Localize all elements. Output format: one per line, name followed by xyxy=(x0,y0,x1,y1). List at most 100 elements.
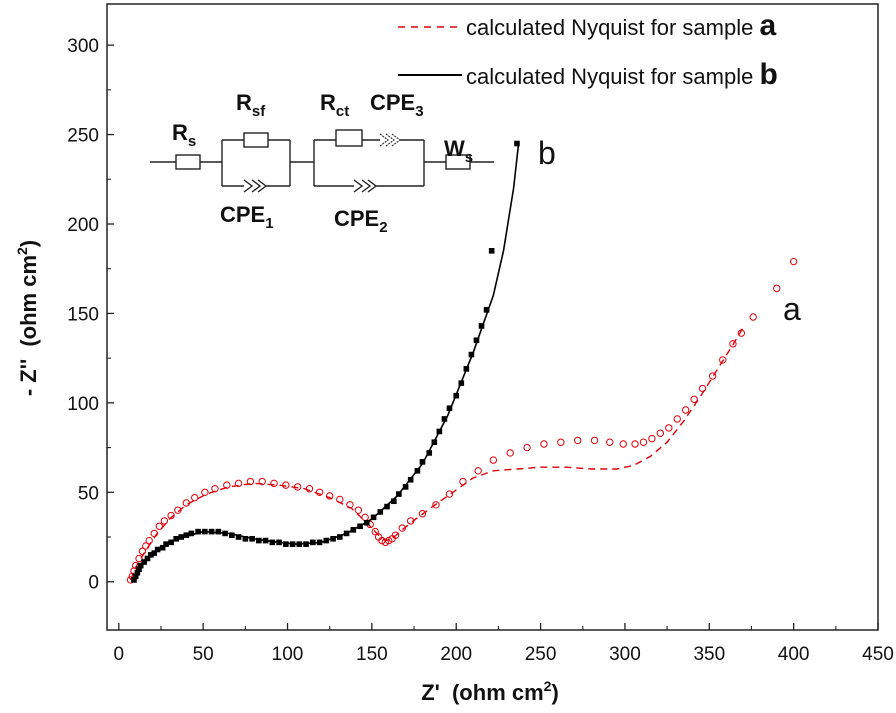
series-b-point xyxy=(414,468,421,474)
series-b-point xyxy=(514,140,520,147)
series-b-point xyxy=(473,337,480,344)
series-b-point xyxy=(453,392,460,399)
x-tick-label: 0 xyxy=(114,644,125,665)
cpe3-label: CPE3 xyxy=(370,90,424,120)
series-a-point xyxy=(590,436,599,445)
series-a-point xyxy=(648,434,656,443)
series-a-point xyxy=(489,456,498,464)
series-b-point xyxy=(178,534,185,540)
series-b-point xyxy=(364,519,370,526)
series-a-point xyxy=(665,424,673,432)
equivalent-circuit: Rs Rsf CPE1 Rct CPE3 CPE2 Ws xyxy=(150,90,494,236)
series-b-point xyxy=(419,459,426,465)
series-a-point xyxy=(708,372,717,380)
y-tick-label: 100 xyxy=(67,394,99,415)
series-b-point xyxy=(134,569,141,576)
series-a-point xyxy=(138,547,147,556)
series-b-point xyxy=(183,532,190,539)
y-tick-label: 50 xyxy=(78,483,99,504)
series-a-point xyxy=(223,481,231,489)
series-a-point xyxy=(619,440,627,448)
series-a-point xyxy=(346,501,354,509)
series-b-point xyxy=(137,562,144,569)
series-b-point xyxy=(154,546,161,553)
series-b-point xyxy=(396,491,402,497)
series-a-point xyxy=(282,481,290,489)
series-b-point xyxy=(303,541,309,547)
cpe3-element xyxy=(379,133,401,147)
series-a-point xyxy=(445,490,454,498)
series-b-point xyxy=(141,559,147,565)
series-a-point xyxy=(361,513,369,522)
series-b-point xyxy=(208,528,215,535)
series-a-point xyxy=(474,467,482,475)
series-b-point xyxy=(330,535,336,542)
cpe2-label: CPE2 xyxy=(334,206,388,236)
series-tag-a: a xyxy=(783,291,801,327)
series-a-fit-path xyxy=(129,327,744,581)
series-a-point xyxy=(258,477,266,486)
series-b-point xyxy=(316,539,323,546)
series-a-point xyxy=(690,395,698,403)
series-a-point xyxy=(506,449,514,457)
x-tick-label: 150 xyxy=(356,644,388,665)
series-a-point xyxy=(656,429,665,437)
series-a-point xyxy=(174,506,182,514)
series-b-point xyxy=(377,509,384,515)
series-b-fit-path xyxy=(133,143,520,581)
series-tag-b: b xyxy=(538,135,556,171)
series-a-point xyxy=(234,479,243,488)
series-b-point xyxy=(402,484,409,490)
series-b-point xyxy=(195,528,201,535)
ws-label: Ws xyxy=(444,136,473,166)
series-a-point xyxy=(155,522,163,530)
series-a-fit-line xyxy=(129,327,744,581)
plot-frame xyxy=(106,3,879,631)
series-b-point xyxy=(229,532,235,539)
series-b-point xyxy=(262,537,269,544)
rct-label: Rct xyxy=(320,90,349,120)
series-a-point xyxy=(729,340,737,348)
series-a-point xyxy=(135,554,143,563)
series-b-point xyxy=(296,541,303,547)
x-tick-label: 450 xyxy=(862,644,894,665)
series-a-point xyxy=(557,438,565,446)
series-a-point xyxy=(371,527,379,536)
x-tick-label: 350 xyxy=(693,644,725,665)
series-a-point xyxy=(191,493,199,502)
series-a-point xyxy=(631,440,639,448)
series-a-point xyxy=(406,517,415,525)
series-a-point xyxy=(246,477,255,486)
series-a-point xyxy=(305,485,314,493)
y-tick-label: 150 xyxy=(67,304,99,325)
rsf-label: Rsf xyxy=(236,90,266,120)
series-b-point xyxy=(337,534,343,540)
series-b-point xyxy=(283,541,289,547)
series-a-point xyxy=(789,257,798,266)
series-a-point xyxy=(749,313,757,321)
rs-label: Rs xyxy=(172,120,196,150)
series-a-point xyxy=(573,436,582,445)
x-tick-label: 400 xyxy=(778,644,810,665)
series-b-point xyxy=(235,534,242,540)
series-b-point xyxy=(483,307,490,313)
series-b-point xyxy=(136,566,142,572)
series-b-point xyxy=(151,550,158,556)
series-a-point xyxy=(773,284,781,293)
cpe2-element xyxy=(353,179,378,193)
x-tick-label: 250 xyxy=(525,644,557,665)
series-b-point xyxy=(468,351,475,358)
series-b-point xyxy=(391,498,397,505)
series-a-point xyxy=(639,438,648,446)
y-axis-title: - Z'' (ohm cm2) xyxy=(14,240,41,396)
series-a-point xyxy=(270,479,278,488)
rs-resistor xyxy=(175,154,201,170)
y-axis: 0 50 100 150 200 250 300 xyxy=(67,36,114,594)
series-a-point xyxy=(523,443,531,452)
series-b-point xyxy=(446,405,453,412)
series-a-point xyxy=(160,517,169,525)
series-a-point xyxy=(201,488,209,496)
y-tick-label: 0 xyxy=(88,573,99,594)
cpe1-label: CPE1 xyxy=(220,202,274,232)
